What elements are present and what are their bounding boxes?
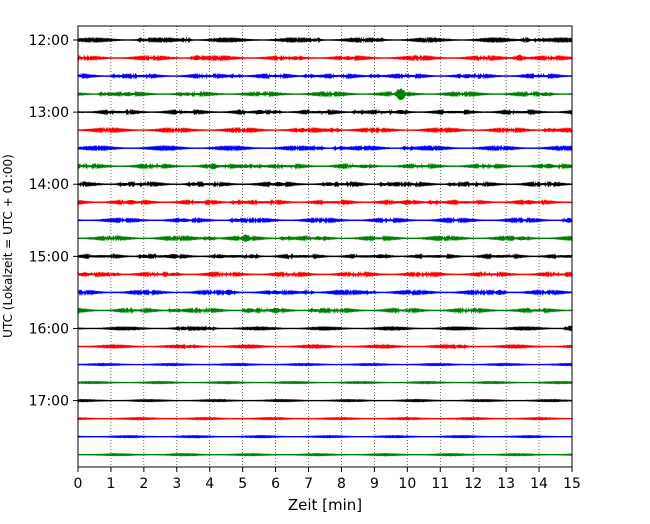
- trace-1615: [77, 343, 573, 351]
- x-tick-label: 8: [337, 476, 346, 492]
- trace-1630: [77, 362, 573, 367]
- trace-1700: [77, 398, 573, 403]
- y-axis-label: UTC (Lokalzeit = UTC + 01:00): [1, 154, 15, 338]
- trace-1445: [77, 234, 573, 243]
- y-tick-label: 14:00: [29, 177, 69, 193]
- trace-1400: [77, 180, 573, 188]
- trace-1715: [77, 416, 573, 421]
- trace-1200: [77, 36, 573, 44]
- trace-1415: [77, 198, 573, 206]
- y-tick-label: 12:00: [29, 33, 69, 49]
- y-tick-label: 13:00: [29, 105, 69, 121]
- x-tick-label: 9: [370, 476, 379, 492]
- trace-1245: [77, 88, 573, 101]
- trace-1330: [77, 144, 573, 152]
- trace-1645: [77, 380, 573, 385]
- trace-1545: [77, 306, 573, 314]
- trace-1745: [77, 452, 573, 457]
- x-tick-label: 0: [74, 476, 83, 492]
- x-tick-label: 12: [464, 476, 482, 492]
- trace-1500: [77, 252, 573, 260]
- trace-1300: [77, 108, 573, 116]
- x-tick-label: 10: [398, 476, 416, 492]
- plot-frame: [77, 25, 573, 468]
- axis-ticks: 0 1 2 3 4 5 6 7 8 9 10 11 12 13 14 1512:0013:0014:0015:…: [29, 33, 581, 492]
- x-tick-label: 15: [563, 476, 581, 492]
- x-tick-label: 5: [238, 476, 247, 492]
- trace-lines: [77, 36, 573, 457]
- x-tick-label: 4: [205, 476, 214, 492]
- trace-1515: [77, 270, 573, 278]
- x-tick-label: 14: [530, 476, 548, 492]
- trace-1600: [77, 325, 573, 332]
- x-tick-label: 3: [172, 476, 181, 492]
- x-tick-label: 7: [304, 476, 313, 492]
- x-tick-label: 6: [271, 476, 280, 492]
- y-tick-label: 17:00: [29, 394, 69, 410]
- x-tick-label: 2: [139, 476, 148, 492]
- y-tick-label: 16:00: [29, 321, 69, 337]
- trace-1730: [77, 434, 573, 439]
- trace-1345: [77, 162, 573, 170]
- trace-1315: [77, 126, 573, 134]
- x-tick-label: 13: [497, 476, 515, 492]
- trace-1230: [77, 72, 573, 80]
- x-tick-label: 1: [106, 476, 115, 492]
- x-axis-label: Zeit [min]: [288, 496, 362, 514]
- trace-1215: [77, 54, 573, 62]
- y-tick-label: 15:00: [29, 249, 69, 265]
- trace-1530: [77, 288, 573, 296]
- trace-1430: [77, 216, 573, 224]
- x-tick-label: 11: [431, 476, 449, 492]
